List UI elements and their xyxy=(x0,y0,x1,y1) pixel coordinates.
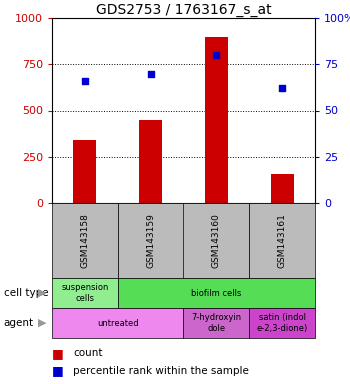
Bar xyxy=(139,120,162,203)
Text: ■: ■ xyxy=(52,364,64,377)
Point xyxy=(214,52,219,58)
Text: suspension
cells: suspension cells xyxy=(61,283,108,303)
Title: GDS2753 / 1763167_s_at: GDS2753 / 1763167_s_at xyxy=(96,3,271,17)
Text: satin (indol
e-2,3-dione): satin (indol e-2,3-dione) xyxy=(257,313,308,333)
Text: percentile rank within the sample: percentile rank within the sample xyxy=(73,366,249,376)
Point xyxy=(82,78,88,84)
Text: GSM143158: GSM143158 xyxy=(80,213,89,268)
Text: ▶: ▶ xyxy=(38,318,47,328)
Text: GSM143161: GSM143161 xyxy=(278,213,287,268)
Text: ■: ■ xyxy=(52,347,64,360)
Point xyxy=(279,85,285,91)
Text: agent: agent xyxy=(4,318,34,328)
Bar xyxy=(205,36,228,203)
Point xyxy=(148,70,153,76)
Text: ▶: ▶ xyxy=(38,288,47,298)
Text: 7-hydroxyin
dole: 7-hydroxyin dole xyxy=(191,313,242,333)
Bar xyxy=(74,140,96,203)
Bar xyxy=(271,174,294,203)
Text: biofilm cells: biofilm cells xyxy=(191,288,242,298)
Text: untreated: untreated xyxy=(97,318,139,328)
Text: count: count xyxy=(73,348,103,358)
Text: GSM143159: GSM143159 xyxy=(146,213,155,268)
Text: GSM143160: GSM143160 xyxy=(212,213,221,268)
Text: cell type: cell type xyxy=(4,288,48,298)
